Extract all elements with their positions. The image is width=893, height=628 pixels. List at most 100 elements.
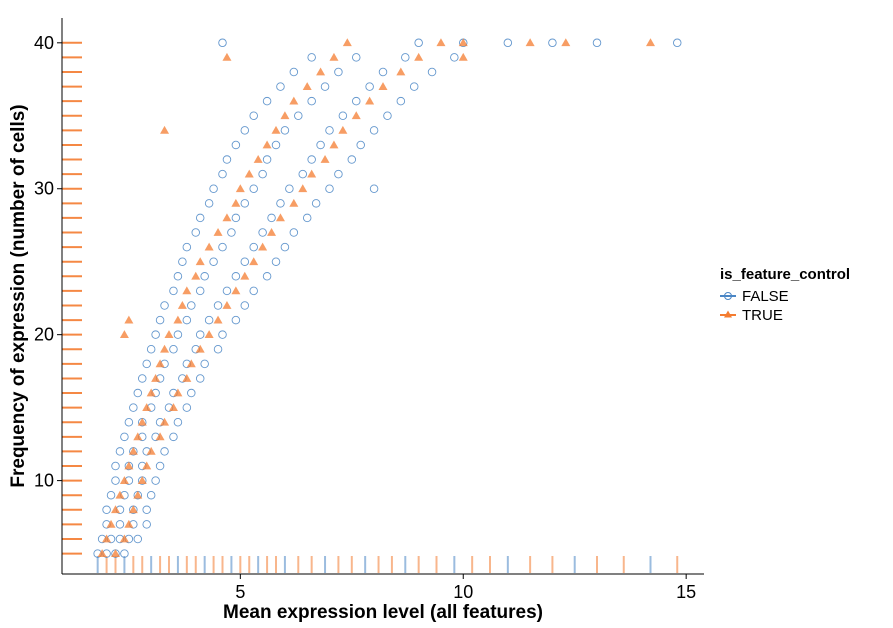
point-true xyxy=(262,140,272,149)
point-false xyxy=(503,38,513,48)
point-false xyxy=(142,505,151,515)
point-true xyxy=(191,271,201,280)
point-false xyxy=(187,301,196,310)
point-false xyxy=(276,199,285,208)
point-true xyxy=(177,300,187,309)
point-true xyxy=(168,403,178,412)
point-false xyxy=(365,82,374,91)
point-false xyxy=(115,447,125,456)
legend-false-marker xyxy=(724,292,732,300)
point-false xyxy=(195,330,205,339)
point-false xyxy=(401,53,410,62)
point-false xyxy=(334,169,343,179)
point-false xyxy=(187,388,196,398)
point-false xyxy=(414,38,423,48)
point-true xyxy=(289,198,299,207)
point-true xyxy=(213,228,223,236)
point-true xyxy=(128,505,138,514)
point-false xyxy=(325,184,334,193)
point-true xyxy=(173,315,183,324)
point-true xyxy=(298,184,308,193)
point-true xyxy=(102,534,112,543)
point-true xyxy=(378,82,388,90)
point-false xyxy=(289,67,299,77)
point-false xyxy=(369,184,379,193)
point-true xyxy=(231,198,241,207)
point-true xyxy=(320,155,330,163)
point-false xyxy=(320,82,330,91)
point-true xyxy=(267,228,277,236)
legend: is_feature_control FALSE TRUE xyxy=(720,266,850,324)
tick-labels: 5 10 15 10 20 30 40 xyxy=(34,33,696,602)
point-true xyxy=(436,38,446,47)
point-false xyxy=(307,53,316,62)
point-false xyxy=(427,67,437,77)
point-true xyxy=(365,96,375,105)
point-false xyxy=(231,315,241,325)
x-tick-label: 10 xyxy=(453,582,473,602)
point-true xyxy=(137,417,147,426)
point-true xyxy=(222,213,232,222)
point-true xyxy=(155,432,165,441)
point-true xyxy=(195,257,205,266)
point-false xyxy=(222,286,232,296)
point-false xyxy=(240,301,250,310)
point-true xyxy=(307,169,317,178)
point-false xyxy=(106,490,116,500)
point-true xyxy=(338,125,348,134)
point-true xyxy=(458,38,468,47)
point-true xyxy=(414,52,424,61)
point-true xyxy=(111,505,120,514)
point-true xyxy=(142,403,152,412)
point-true xyxy=(146,388,156,397)
point-false xyxy=(334,67,343,77)
point-false xyxy=(240,257,250,266)
point-false xyxy=(280,126,290,135)
point-false xyxy=(369,126,379,135)
point-false xyxy=(111,461,120,471)
point-false xyxy=(249,184,258,193)
point-false xyxy=(200,272,209,281)
point-false xyxy=(231,272,241,281)
point-false xyxy=(182,242,192,252)
point-false xyxy=(271,140,281,150)
point-false xyxy=(218,242,227,252)
point-false xyxy=(160,447,169,456)
point-false xyxy=(169,432,178,442)
point-true xyxy=(646,38,655,47)
point-true xyxy=(458,52,468,61)
point-true xyxy=(271,125,281,134)
point-false xyxy=(231,140,241,150)
point-false xyxy=(173,417,183,427)
point-true xyxy=(351,111,361,120)
point-true xyxy=(160,344,170,353)
point-false xyxy=(173,330,183,339)
point-false xyxy=(298,169,308,179)
point-true xyxy=(155,359,165,368)
point-true xyxy=(137,476,147,484)
x-tick-label: 15 xyxy=(676,582,696,602)
point-false xyxy=(209,257,218,266)
point-true xyxy=(182,373,192,382)
point-true xyxy=(186,359,196,368)
point-true xyxy=(561,38,571,47)
point-false xyxy=(307,96,316,106)
point-false xyxy=(218,330,227,339)
point-true xyxy=(119,476,129,484)
point-false xyxy=(302,213,312,223)
point-false xyxy=(102,505,111,515)
point-false xyxy=(249,286,258,296)
point-false xyxy=(173,272,183,281)
point-true xyxy=(106,519,116,528)
point-false xyxy=(178,257,187,266)
point-false xyxy=(182,403,192,412)
point-true xyxy=(240,271,250,280)
point-true xyxy=(164,330,174,339)
point-false xyxy=(271,257,281,266)
point-true xyxy=(160,125,170,134)
point-true xyxy=(173,388,183,397)
point-false xyxy=(142,359,151,369)
point-false xyxy=(262,155,272,164)
point-true xyxy=(258,242,268,251)
point-false xyxy=(396,96,406,106)
